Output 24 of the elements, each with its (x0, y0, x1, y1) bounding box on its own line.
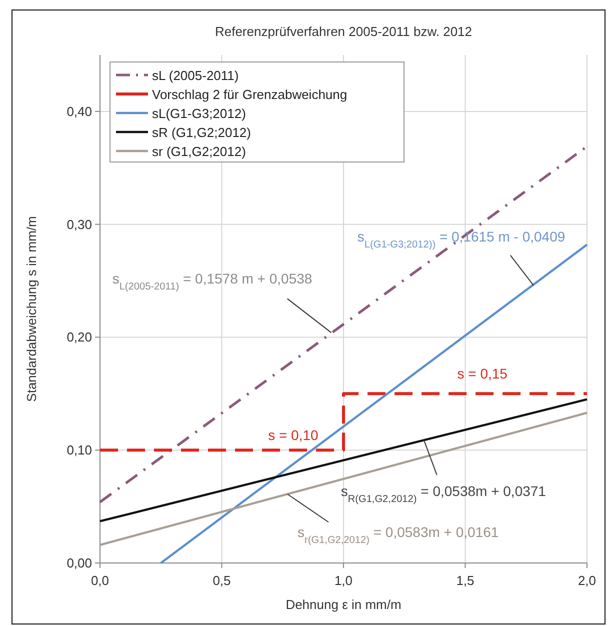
y-tick-label: 0,20 (66, 330, 92, 345)
annotation: s = 0,15 (457, 366, 508, 382)
y-tick-label: 0,10 (66, 442, 92, 458)
annotation: s$_{r(G1,G2,2012)}$ = 0,0583m + 0,0161 (297, 524, 499, 546)
chart-title: Referenzprüfverfahren 2005-2011 bzw. 2012 (214, 24, 472, 39)
legend-label: Vorschlag 2 für Grenzabweichung (152, 87, 348, 102)
annotation: s$_{L(G1-G3;2012))}$ = 0,1615 m - 0,0409 (357, 228, 566, 250)
y-tick-label: 0,40 (66, 104, 92, 119)
x-tick-label: 0,0 (90, 573, 110, 588)
legend-label: sL (2005-2011) (152, 68, 239, 83)
x-tick-label: 1,0 (334, 573, 353, 588)
y-tick-label: 0,30 (66, 216, 92, 232)
y-tick-label: 0,00 (66, 556, 92, 570)
x-tick-label: 1,5 (456, 573, 474, 588)
annotation: s$_{R(G1,G2,2012)}$ = 0,0538m + 0,0371 (340, 482, 546, 504)
y-axis-title: Standardabweichung s in mm/m (24, 216, 39, 402)
x-tick-label: 2,0 (578, 573, 596, 588)
legend-label: sR (G1,G2;2012) (152, 125, 251, 140)
x-tick-label: 0,5 (212, 573, 231, 588)
annotation: s = 0,10 (268, 427, 319, 444)
x-axis-title: Dehnung ε in mm/m (286, 597, 402, 612)
annotation: s$_{L(2005-2011)}$ = 0,1578 m + 0,0538 (112, 270, 312, 292)
legend-label: sL(G1-G3;2012) (152, 106, 246, 121)
legend-label: sr (G1,G2;2012) (152, 144, 246, 159)
